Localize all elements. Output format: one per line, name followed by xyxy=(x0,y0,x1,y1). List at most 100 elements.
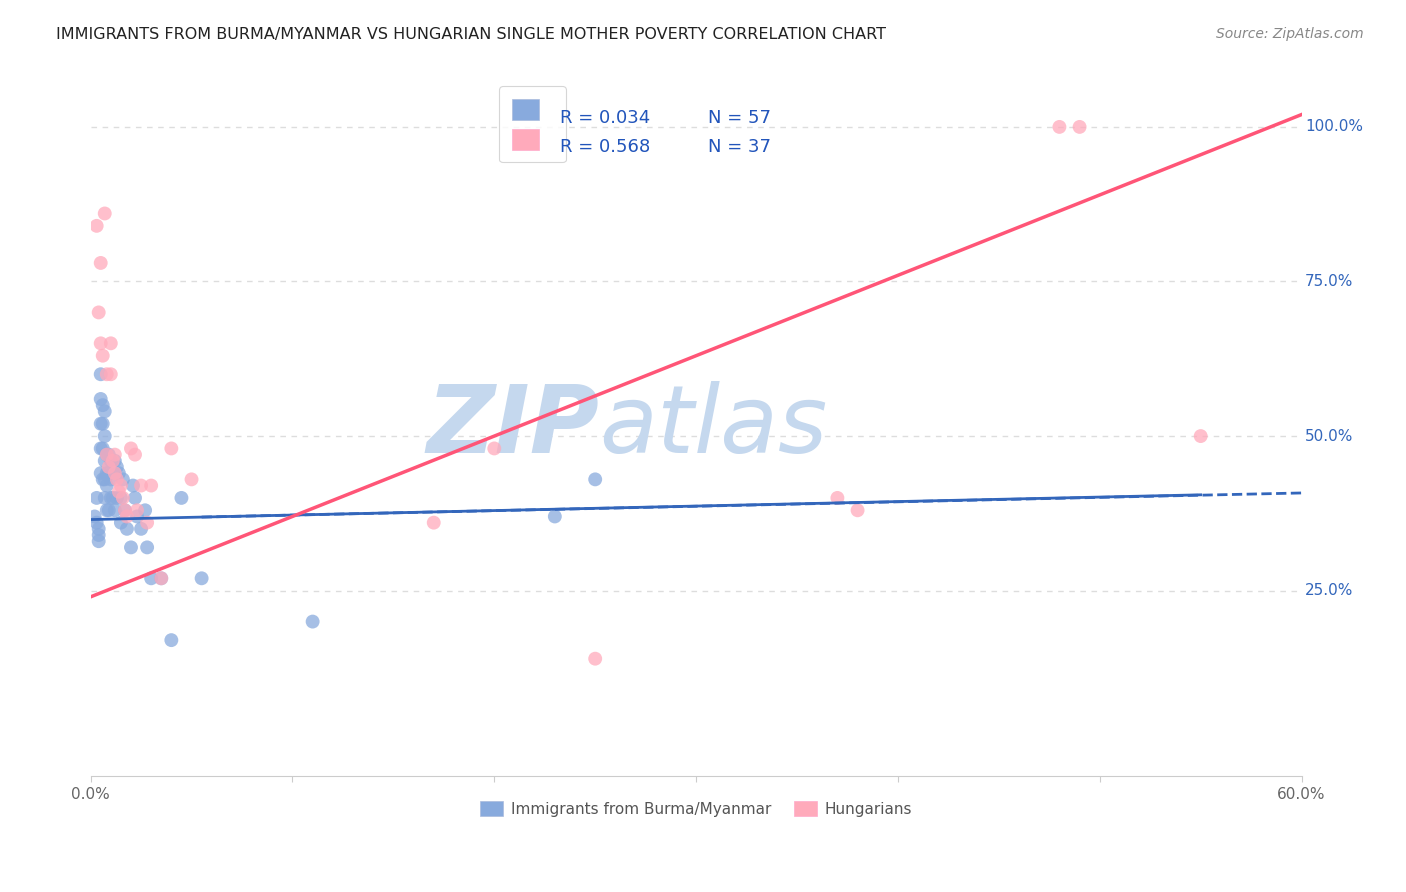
Point xyxy=(1047,120,1070,134)
Point xyxy=(90,466,112,480)
Point xyxy=(129,522,152,536)
Point xyxy=(91,349,114,363)
Point xyxy=(100,368,122,382)
Point xyxy=(97,460,120,475)
Point xyxy=(108,466,131,480)
Point xyxy=(96,503,118,517)
Point xyxy=(115,522,138,536)
Point xyxy=(97,466,120,480)
Point xyxy=(100,472,122,486)
Point xyxy=(105,472,128,486)
Point xyxy=(104,448,127,462)
Point xyxy=(93,454,115,468)
Point xyxy=(129,478,152,492)
Point xyxy=(101,466,124,480)
Point xyxy=(120,541,142,555)
Point xyxy=(583,472,606,486)
Point xyxy=(97,503,120,517)
Point xyxy=(101,491,124,505)
Point xyxy=(111,491,134,505)
Point xyxy=(125,503,148,517)
Point xyxy=(125,509,148,524)
Point xyxy=(96,448,118,462)
Legend: Immigrants from Burma/Myanmar, Hungarians: Immigrants from Burma/Myanmar, Hungarian… xyxy=(472,793,920,824)
Point xyxy=(93,429,115,443)
Point xyxy=(160,442,183,456)
Point xyxy=(134,503,156,517)
Point xyxy=(87,522,110,536)
Point xyxy=(93,404,115,418)
Point xyxy=(544,509,567,524)
Text: 75.0%: 75.0% xyxy=(1305,274,1354,289)
Text: atlas: atlas xyxy=(599,381,828,472)
Point xyxy=(96,478,118,492)
Point xyxy=(122,478,145,492)
Point xyxy=(110,516,132,530)
Point xyxy=(90,442,112,456)
Point xyxy=(180,472,202,486)
Point xyxy=(91,442,114,456)
Point xyxy=(86,516,108,530)
Point xyxy=(91,417,114,431)
Point xyxy=(100,491,122,505)
Point xyxy=(124,448,146,462)
Point xyxy=(104,454,127,468)
Point xyxy=(91,472,114,486)
Point xyxy=(124,491,146,505)
Text: ZIP: ZIP xyxy=(426,381,599,473)
Point xyxy=(87,534,110,549)
Point xyxy=(90,336,112,351)
Point xyxy=(90,368,112,382)
Point xyxy=(93,491,115,505)
Point xyxy=(1069,120,1091,134)
Point xyxy=(93,472,115,486)
Point xyxy=(150,571,173,585)
Text: N = 57: N = 57 xyxy=(709,109,772,127)
Point xyxy=(170,491,193,505)
Text: R = 0.034: R = 0.034 xyxy=(561,109,651,127)
Point xyxy=(114,503,136,517)
Point xyxy=(93,206,115,220)
Point xyxy=(484,442,506,456)
Point xyxy=(100,336,122,351)
Point xyxy=(90,417,112,431)
Text: IMMIGRANTS FROM BURMA/MYANMAR VS HUNGARIAN SINGLE MOTHER POVERTY CORRELATION CHA: IMMIGRANTS FROM BURMA/MYANMAR VS HUNGARI… xyxy=(56,27,886,42)
Point xyxy=(827,491,849,505)
Point xyxy=(87,305,110,319)
Text: 25.0%: 25.0% xyxy=(1305,583,1354,599)
Point xyxy=(115,509,138,524)
Point xyxy=(136,541,159,555)
Point xyxy=(190,571,212,585)
Point xyxy=(150,571,173,585)
Point xyxy=(141,478,163,492)
Point xyxy=(101,454,124,468)
Point xyxy=(136,516,159,530)
Point xyxy=(100,454,122,468)
Point xyxy=(301,615,323,629)
Point xyxy=(846,503,869,517)
Point xyxy=(91,398,114,412)
Text: N = 37: N = 37 xyxy=(709,138,772,156)
Text: 100.0%: 100.0% xyxy=(1305,120,1364,135)
Text: Source: ZipAtlas.com: Source: ZipAtlas.com xyxy=(1216,27,1364,41)
Point xyxy=(104,466,127,480)
Point xyxy=(96,466,118,480)
Point xyxy=(422,516,444,530)
Point xyxy=(160,633,183,648)
Point xyxy=(110,478,132,492)
Point xyxy=(141,571,163,585)
Point xyxy=(105,460,128,475)
Point xyxy=(86,491,108,505)
Point xyxy=(96,368,118,382)
Point xyxy=(111,472,134,486)
Point xyxy=(104,503,127,517)
Point xyxy=(114,503,136,517)
Point xyxy=(108,484,131,499)
Point xyxy=(97,448,120,462)
Point xyxy=(1189,429,1212,443)
Point xyxy=(90,256,112,270)
Point xyxy=(87,528,110,542)
Point xyxy=(83,509,105,524)
Point xyxy=(105,491,128,505)
Point xyxy=(90,392,112,406)
